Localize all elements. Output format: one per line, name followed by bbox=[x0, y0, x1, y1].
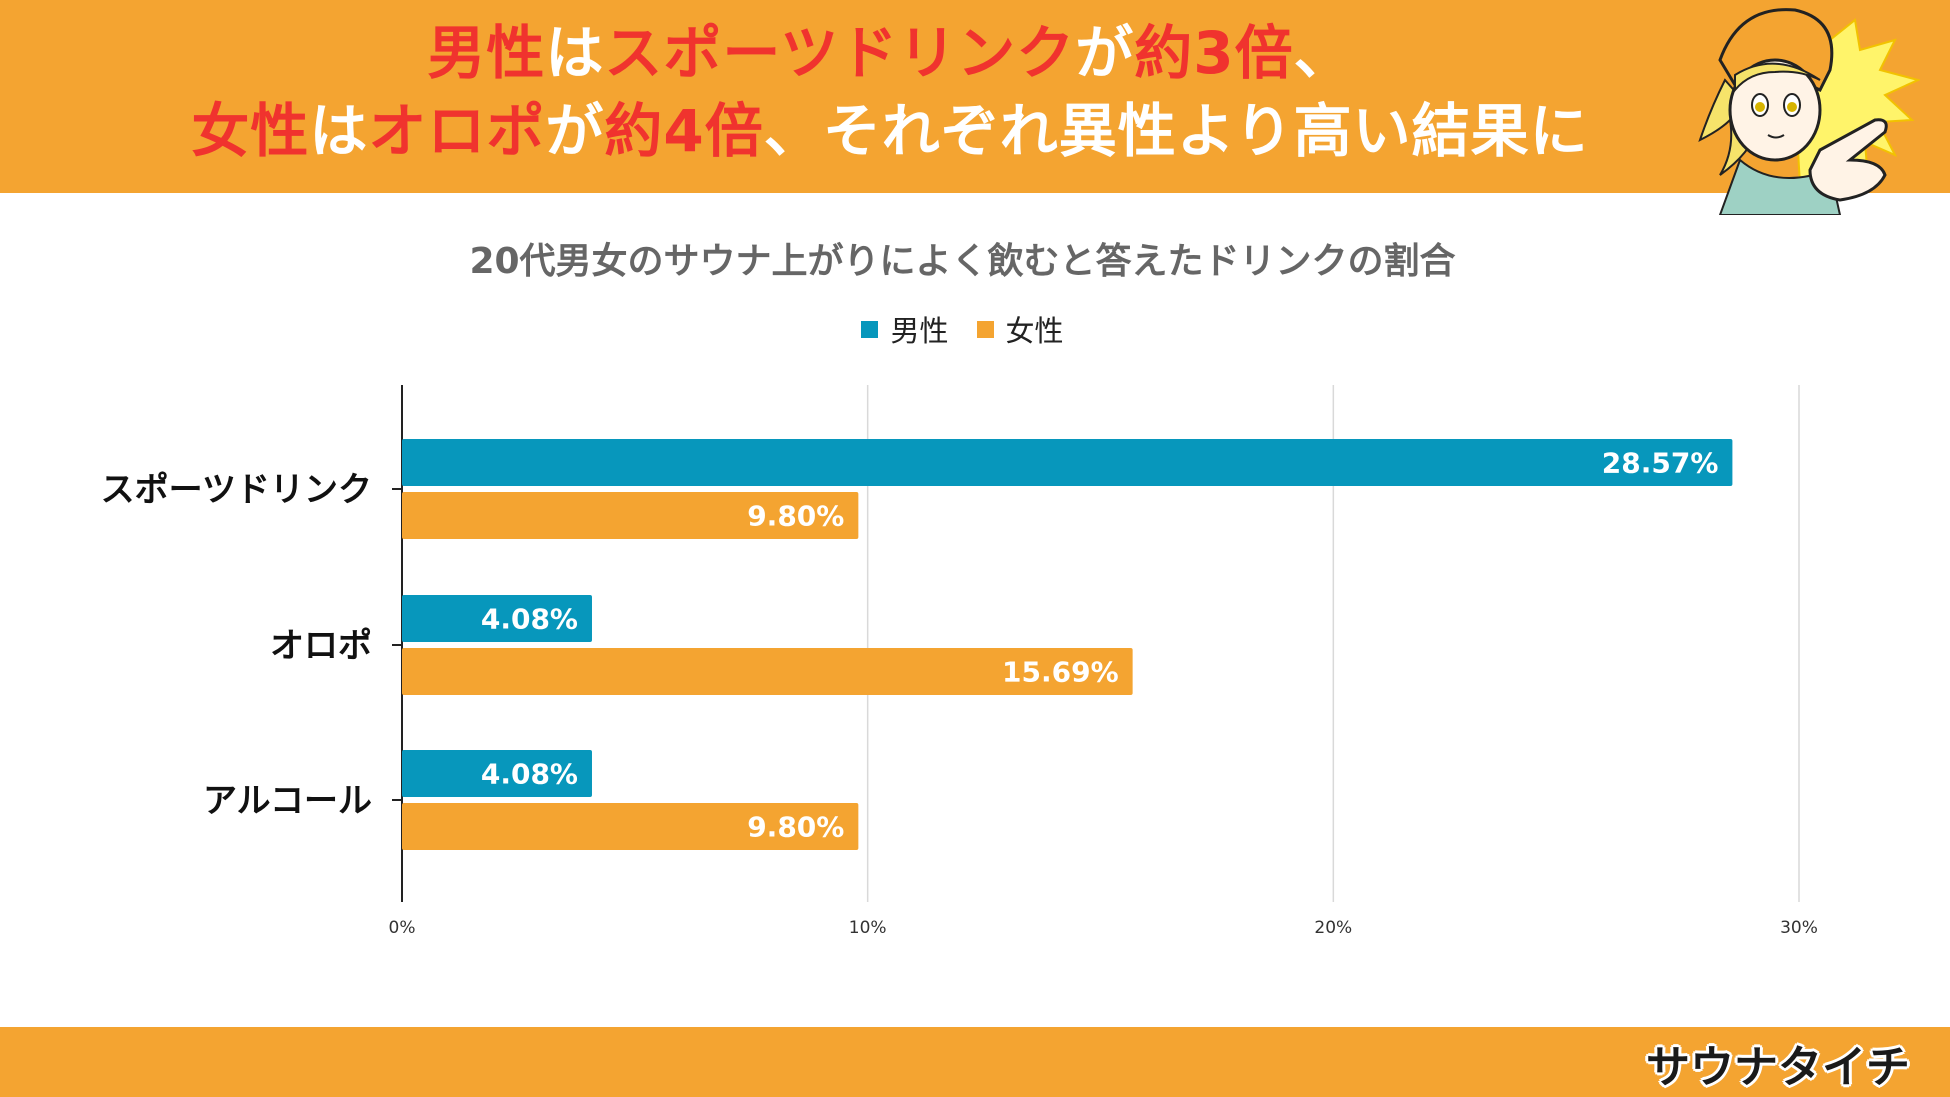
headline-segment: は bbox=[545, 19, 605, 87]
headline-segment: スポーツドリンク bbox=[604, 19, 1076, 87]
headline-segment: 男性 bbox=[427, 19, 546, 87]
bar-chart: 0% 10% 20% 30% スポーツドリンク 28.57% 9.80% オロポ 4.08% 15… bbox=[101, 385, 1818, 938]
headline-segment: オロポ bbox=[368, 97, 546, 165]
bar-data-label: 4.08% bbox=[481, 758, 578, 791]
legend-label-male: 男性 bbox=[890, 314, 949, 348]
legend-swatch-female bbox=[976, 320, 994, 338]
brand-logo: サウナタイチ bbox=[1646, 1036, 1910, 1093]
bar-data-label: 9.80% bbox=[747, 500, 844, 533]
category-label: スポーツドリンク bbox=[101, 470, 372, 510]
legend-swatch-male bbox=[861, 320, 879, 338]
x-tick-label: 20% bbox=[1314, 918, 1352, 938]
x-tick-label: 0% bbox=[389, 918, 416, 938]
category-label: アルコール bbox=[203, 781, 372, 821]
legend-item-female: 女性 bbox=[976, 308, 1064, 350]
headline-line-2: 女性はオロポが約4倍、それぞれ異性より高い結果に bbox=[0, 92, 1780, 170]
mascot-illustration bbox=[1698, 8, 1920, 215]
bar-data-label: 15.69% bbox=[1002, 656, 1119, 689]
footer-band bbox=[0, 1027, 1950, 1097]
header-band bbox=[0, 0, 1950, 193]
bar-male bbox=[402, 439, 1733, 486]
headline-segment: 約3倍 bbox=[1134, 19, 1294, 87]
headline-segment: が bbox=[545, 97, 605, 165]
headline: 男性はスポーツドリンクが約3倍、 女性はオロポが約4倍、それぞれ異性より高い結果… bbox=[0, 14, 1780, 170]
headline-segment: 、 bbox=[1293, 19, 1353, 87]
category-label: オロポ bbox=[270, 626, 372, 666]
legend-label-female: 女性 bbox=[1005, 314, 1064, 348]
legend-item-male: 男性 bbox=[861, 308, 949, 350]
bar-male bbox=[402, 750, 592, 797]
bar-male bbox=[402, 595, 592, 642]
headline-segment: 約4倍 bbox=[604, 97, 764, 165]
bar-female bbox=[402, 492, 859, 539]
chart-title: 20代男女のサウナ上がりによく飲むと答えたドリンクの割合 bbox=[469, 241, 1456, 282]
bar-female bbox=[402, 803, 859, 850]
headline-segment: 女性 bbox=[191, 97, 310, 165]
legend: 男性 女性 bbox=[0, 308, 1925, 350]
headline-line-1: 男性はスポーツドリンクが約3倍、 bbox=[0, 14, 1780, 92]
headline-segment: が bbox=[1075, 19, 1135, 87]
bar-female bbox=[402, 648, 1133, 695]
bar-data-label: 4.08% bbox=[481, 603, 578, 636]
brand-logo-text: サウナタイチ bbox=[1646, 1042, 1910, 1093]
x-tick-label: 10% bbox=[849, 918, 887, 938]
bar-data-label: 9.80% bbox=[747, 811, 844, 844]
headline-segment: 、それぞれ異性より高い結果に bbox=[763, 97, 1589, 165]
bar-data-label: 28.57% bbox=[1602, 447, 1719, 480]
x-tick-label: 30% bbox=[1780, 918, 1818, 938]
headline-segment: は bbox=[309, 97, 369, 165]
